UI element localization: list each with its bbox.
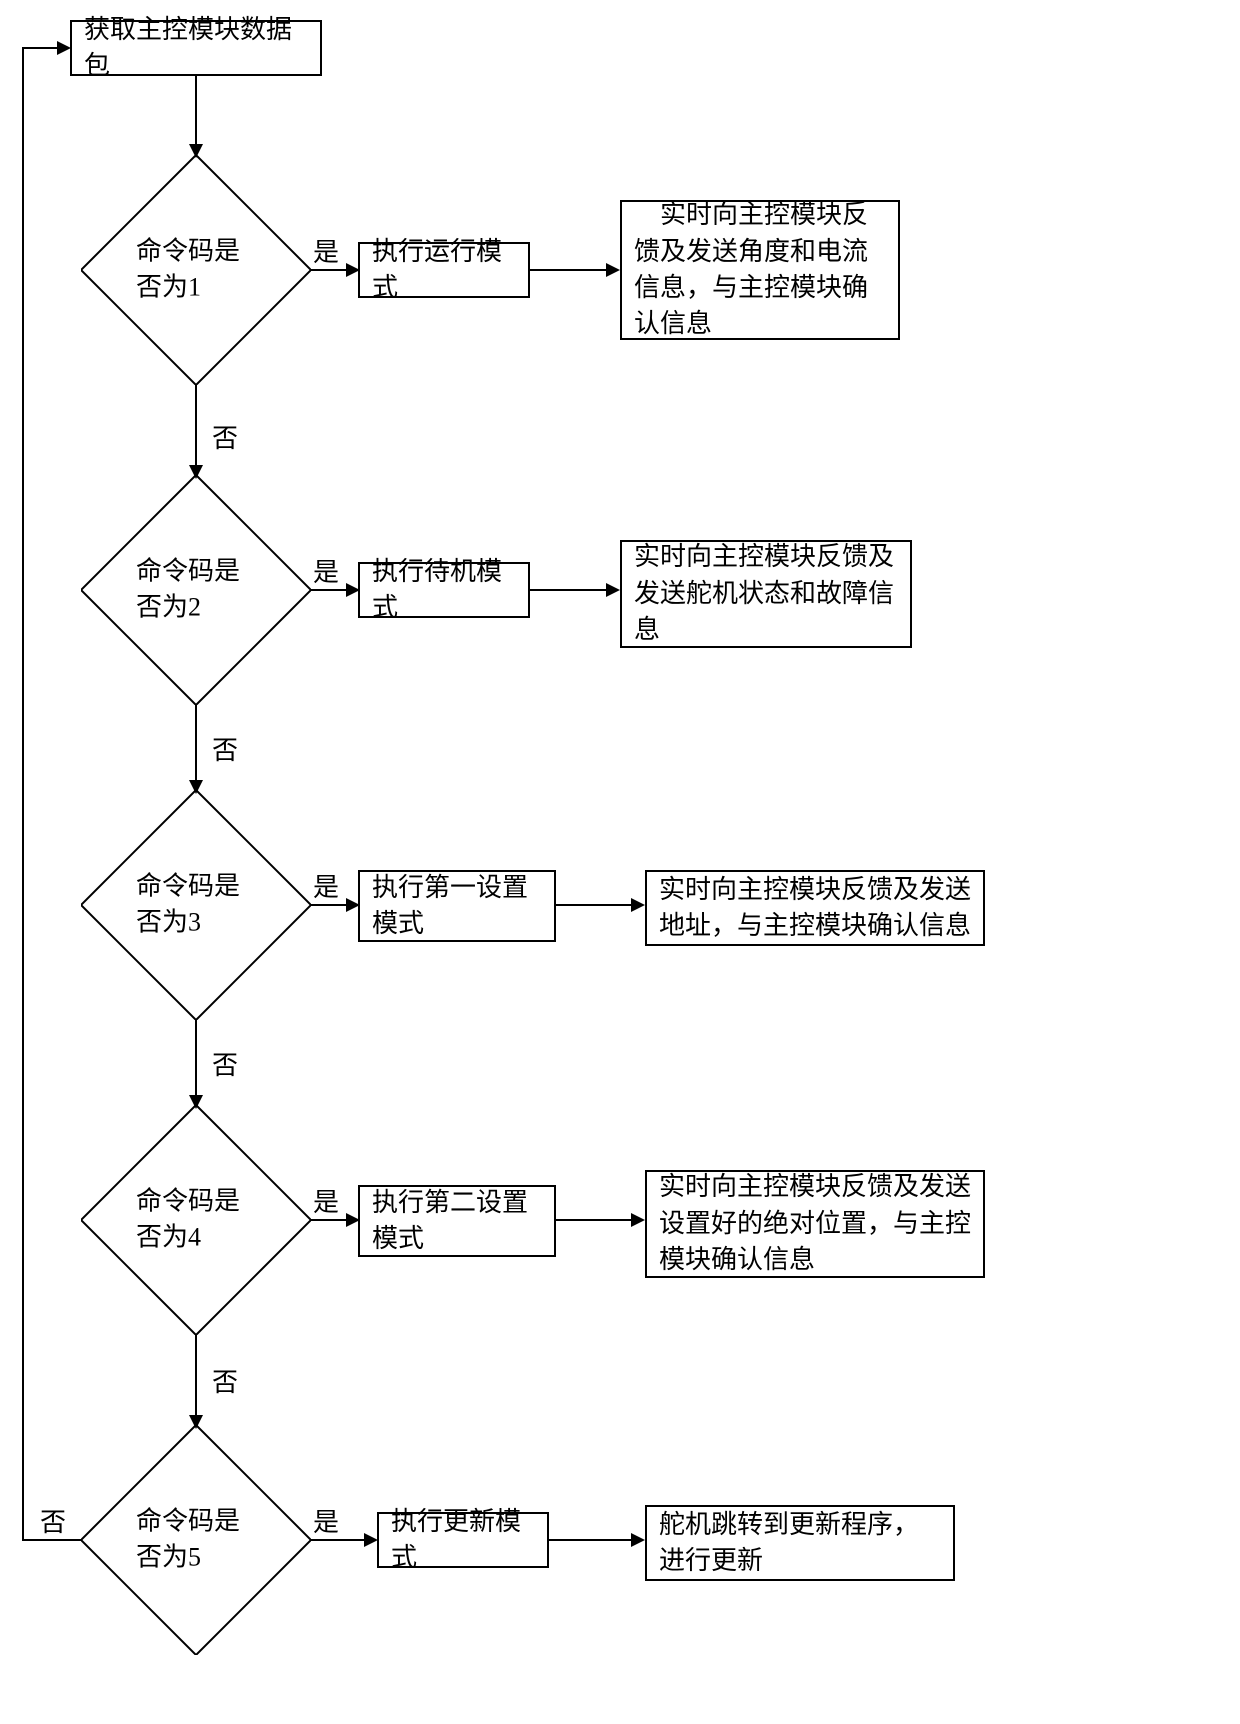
label-no-5: 否	[40, 1502, 66, 1539]
arrow-head-icon	[189, 1095, 203, 1109]
arrow-head-icon	[606, 583, 620, 597]
edge-a5-r5	[549, 1539, 633, 1541]
edge-d4-a4	[311, 1219, 349, 1221]
edge-a1-r1	[530, 269, 608, 271]
label-yes-2: 是	[313, 552, 339, 589]
result-5: 舵机跳转到更新程序，进行更新	[645, 1505, 955, 1581]
edge-d2-a2	[311, 589, 349, 591]
label-no-1: 否	[212, 418, 238, 455]
arrow-head-icon	[631, 898, 645, 912]
label-no-2: 否	[212, 730, 238, 767]
arrow-head-icon	[189, 780, 203, 794]
result-3-text: 实时向主控模块反馈及发送地址，与主控模块确认信息	[659, 872, 971, 945]
arrow-head-icon	[346, 1213, 360, 1227]
edge-start-d1	[195, 76, 197, 146]
decision-5-text: 命令码是否为5	[136, 1507, 240, 1572]
arrow-head-icon	[631, 1533, 645, 1547]
action-1-text: 执行运行模式	[372, 234, 516, 307]
arrow-head-icon	[189, 144, 203, 158]
action-4-text: 执行第二设置模式	[372, 1185, 542, 1258]
arrow-head-icon	[346, 263, 360, 277]
edge-loop-v	[22, 48, 24, 1541]
action-4: 执行第二设置模式	[358, 1185, 556, 1257]
edge-loop-h1	[22, 1539, 81, 1541]
arrow-head-icon	[346, 583, 360, 597]
decision-1: 命令码是否为1	[81, 155, 311, 385]
start-text: 获取主控模块数据包	[84, 12, 308, 85]
label-yes-5: 是	[313, 1502, 339, 1539]
decision-3-text: 命令码是否为3	[136, 872, 240, 937]
edge-d4-d5	[195, 1335, 197, 1417]
result-2: 实时向主控模块反馈及发送舵机状态和故障信息	[620, 540, 912, 648]
arrow-head-icon	[346, 898, 360, 912]
edge-loop-h2	[22, 47, 60, 49]
edge-d1-d2	[195, 385, 197, 467]
arrow-head-icon	[57, 41, 71, 55]
label-no-4: 否	[212, 1362, 238, 1399]
decision-2: 命令码是否为2	[81, 475, 311, 705]
result-1-text: 实时向主控模块反馈及发送角度和电流信息，与主控模块确认信息	[634, 197, 886, 343]
action-3-text: 执行第一设置模式	[372, 870, 542, 943]
edge-d5-a5	[311, 1539, 366, 1541]
decision-5: 命令码是否为5	[81, 1425, 311, 1655]
result-4: 实时向主控模块反馈及发送设置好的绝对位置，与主控模块确认信息	[645, 1170, 985, 1278]
arrow-head-icon	[189, 465, 203, 479]
action-5: 执行更新模式	[377, 1512, 549, 1568]
edge-a2-r2	[530, 589, 608, 591]
label-yes-1: 是	[313, 232, 339, 269]
edge-d2-d3	[195, 705, 197, 782]
arrow-head-icon	[364, 1533, 378, 1547]
action-1: 执行运行模式	[358, 242, 530, 298]
decision-1-text: 命令码是否为1	[136, 237, 240, 302]
action-2: 执行待机模式	[358, 562, 530, 618]
arrow-head-icon	[606, 263, 620, 277]
edge-a4-r4	[556, 1219, 633, 1221]
decision-3: 命令码是否为3	[81, 790, 311, 1020]
arrow-head-icon	[631, 1213, 645, 1227]
edge-d3-a3	[311, 904, 349, 906]
edge-a3-r3	[556, 904, 633, 906]
edge-d1-a1	[311, 269, 349, 271]
result-4-text: 实时向主控模块反馈及发送设置好的绝对位置，与主控模块确认信息	[659, 1169, 971, 1278]
result-5-text: 舵机跳转到更新程序，进行更新	[659, 1507, 941, 1580]
label-yes-3: 是	[313, 867, 339, 904]
start-node: 获取主控模块数据包	[70, 20, 322, 76]
decision-2-text: 命令码是否为2	[136, 557, 240, 622]
result-3: 实时向主控模块反馈及发送地址，与主控模块确认信息	[645, 870, 985, 946]
edge-d3-d4	[195, 1020, 197, 1097]
action-5-text: 执行更新模式	[391, 1504, 535, 1577]
action-2-text: 执行待机模式	[372, 554, 516, 627]
label-no-3: 否	[212, 1045, 238, 1082]
action-3: 执行第一设置模式	[358, 870, 556, 942]
result-1: 实时向主控模块反馈及发送角度和电流信息，与主控模块确认信息	[620, 200, 900, 340]
label-yes-4: 是	[313, 1182, 339, 1219]
arrow-head-icon	[189, 1415, 203, 1429]
decision-4-text: 命令码是否为4	[136, 1187, 240, 1252]
decision-4: 命令码是否为4	[81, 1105, 311, 1335]
result-2-text: 实时向主控模块反馈及发送舵机状态和故障信息	[634, 539, 898, 648]
